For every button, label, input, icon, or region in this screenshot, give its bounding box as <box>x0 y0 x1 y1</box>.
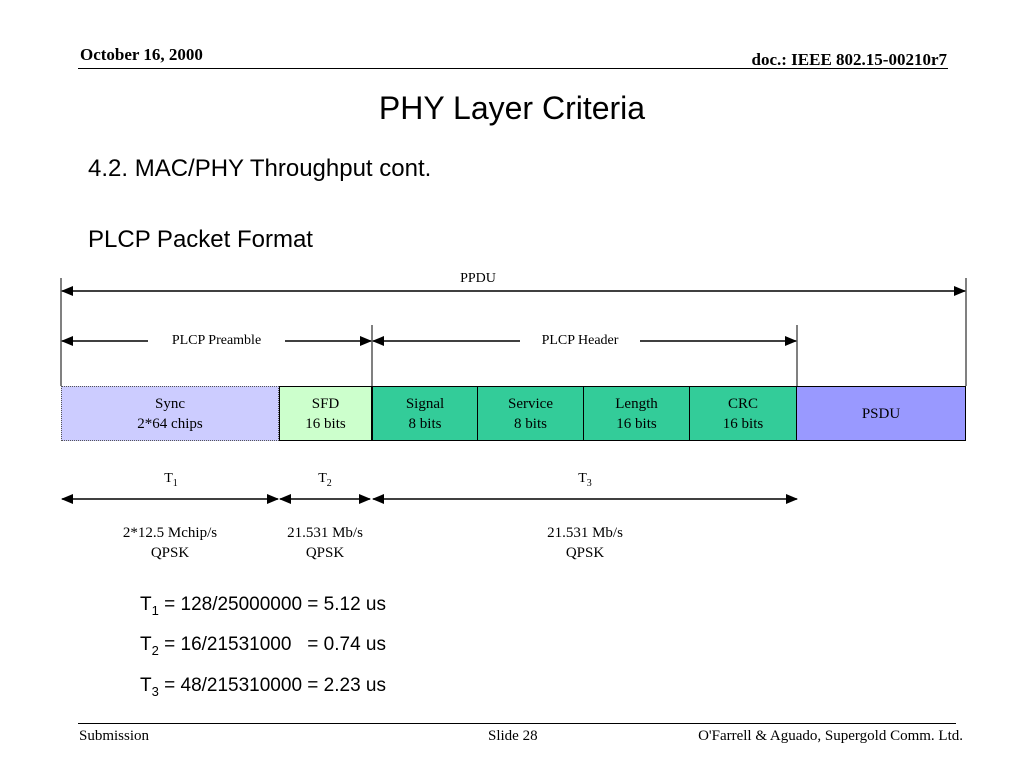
field-sfd-size: 16 bits <box>305 415 346 432</box>
field-sync-name: Sync <box>155 395 185 412</box>
field-psdu: PSDU <box>796 386 966 441</box>
slide-title: PHY Layer Criteria <box>378 90 646 126</box>
field-signal-size: 8 bits <box>408 415 442 432</box>
footer-left: Submission <box>79 728 150 744</box>
header-doc-id: doc.: IEEE 802.15-00210r7 <box>751 50 948 69</box>
t3-rate-value: 21.531 Mb/s <box>547 525 623 541</box>
header-date: October 16, 2000 <box>80 45 203 64</box>
footer-right: O'Farrell & Aguado, Supergold Comm. Ltd. <box>698 728 963 744</box>
field-crc-size: 16 bits <box>722 415 764 432</box>
field-crc: CRC 16 bits <box>689 386 797 441</box>
formula-t3: T3 = 48/215310000 = 2.23 us <box>140 675 386 699</box>
t3-modulation: QPSK <box>565 545 605 561</box>
footer-rule <box>78 723 956 724</box>
header-label: PLCP Header <box>541 333 619 348</box>
field-crc-name: CRC <box>727 395 758 412</box>
t2-rate: 21.531 Mb/s QPSK <box>255 523 395 563</box>
field-sync-size: 2*64 chips <box>137 415 203 432</box>
t2-rate-value: 21.531 Mb/s <box>287 525 363 541</box>
t3-rate: 21.531 Mb/s QPSK <box>515 523 655 563</box>
ppdu-label: PPDU <box>460 271 496 286</box>
t1-rate-value: 2*12.5 Mchip/s <box>122 525 218 541</box>
formula-t2: T2 = 16/21531000 = 0.74 us <box>140 634 386 658</box>
field-service: Service 8 bits <box>477 386 584 441</box>
formula-t1: T1 = 128/25000000 = 5.12 us <box>140 594 386 618</box>
t1-label: T1 <box>164 471 178 489</box>
field-signal-name: Signal <box>405 395 445 412</box>
footer-center: Slide 28 <box>488 728 538 744</box>
t3-label: T3 <box>578 471 592 489</box>
subtitle: 4.2. MAC/PHY Throughput cont. <box>88 155 432 182</box>
field-sfd: SFD 16 bits <box>279 386 372 441</box>
t1-modulation: QPSK <box>150 545 190 561</box>
field-sync: Sync 2*64 chips <box>61 386 279 441</box>
field-service-size: 8 bits <box>514 415 547 432</box>
field-length: Length 16 bits <box>583 386 690 441</box>
field-signal: Signal 8 bits <box>372 386 478 441</box>
section-title: PLCP Packet Format <box>88 226 313 253</box>
field-sfd-name: SFD <box>311 395 340 412</box>
field-service-name: Service <box>508 395 553 412</box>
t2-modulation: QPSK <box>305 545 345 561</box>
t1-rate: 2*12.5 Mchip/s QPSK <box>90 523 250 563</box>
field-length-size: 16 bits <box>616 415 657 432</box>
header-rule <box>78 68 948 69</box>
preamble-label: PLCP Preamble <box>171 333 262 348</box>
field-psdu-name: PSDU <box>861 405 901 422</box>
t2-label: T2 <box>318 471 332 489</box>
field-length-name: Length <box>615 395 658 412</box>
